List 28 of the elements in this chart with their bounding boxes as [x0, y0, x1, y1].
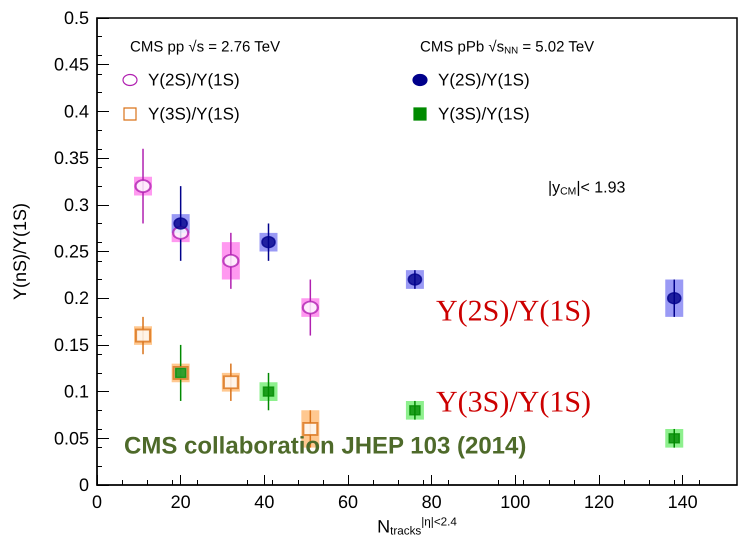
legend-label: Υ(2S)/Υ(1S) [438, 70, 530, 90]
y-axis-title: Υ(nS)/Υ(1S) [10, 202, 30, 300]
x-tick-label: 60 [338, 492, 358, 512]
y-tick-label: 0.35 [54, 148, 89, 168]
x-tick-label: 120 [584, 492, 614, 512]
legend-label: Υ(3S)/Υ(1S) [438, 104, 530, 124]
annotation: CMS pp √s = 2.76 TeV [130, 38, 280, 56]
y-tick-label: 0.1 [64, 382, 89, 402]
x-tick-label: 140 [668, 492, 698, 512]
annotation: Υ(2S)/Υ(1S) [436, 294, 591, 328]
x-tick-label: 40 [254, 492, 274, 512]
y-tick-label: 0.25 [54, 242, 89, 262]
y-tick-label: 0.4 [64, 101, 89, 122]
y-tick-label: 0.15 [54, 334, 89, 355]
y-tick-label: 0.5 [64, 8, 89, 28]
legend-label: Υ(3S)/Υ(1S) [148, 104, 240, 124]
y-tick-label: 0.3 [64, 194, 89, 215]
annotation: CMS collaboration JHEP 103 (2014) [124, 432, 526, 460]
y-tick-label: 0 [78, 475, 89, 495]
annotation: Υ(3S)/Υ(1S) [436, 386, 591, 418]
x-tick-label: 100 [500, 492, 530, 512]
y-tick-label: 0.2 [64, 288, 89, 308]
x-tick-label: 0 [92, 492, 102, 512]
legend-label: Υ(2S)/Υ(1S) [148, 70, 240, 90]
x-tick-label: 20 [170, 492, 191, 512]
y-tick-label: 0.45 [54, 54, 89, 75]
y-tick-label: 0.05 [54, 428, 89, 448]
x-tick-label: 80 [422, 492, 442, 512]
